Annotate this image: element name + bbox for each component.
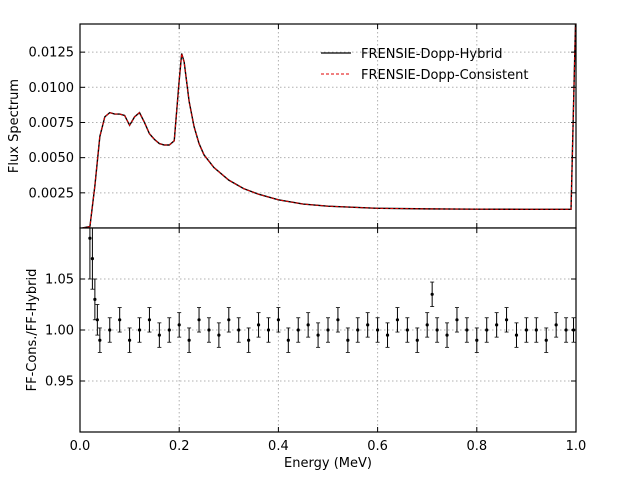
- bottom-y-tick-label: 0.95: [45, 375, 74, 390]
- ratio-point: [455, 318, 459, 322]
- bottom-y-tick-label: 1.05: [45, 273, 74, 288]
- ratio-point: [445, 333, 449, 337]
- ratio-point: [316, 333, 320, 337]
- ratio-point: [177, 323, 181, 327]
- ratio-point: [405, 328, 409, 332]
- top-panel: 0.0025 0.0050 0.0075 0.0100 0.0125 Flux Spec…: [7, 23, 577, 229]
- ratio-point: [286, 338, 290, 342]
- ratio-point: [167, 328, 171, 332]
- ratio-point: [118, 318, 122, 322]
- top-y-tick-label: 0.0100: [29, 81, 75, 96]
- ratio-point: [385, 333, 390, 337]
- ratio-point: [514, 333, 519, 337]
- ratio-point: [276, 318, 280, 322]
- ratio-point: [197, 318, 201, 322]
- legend-label-hybrid: FRENSIE-Dopp-Hybrid: [361, 47, 503, 62]
- top-y-axis-label: Flux Spectrum: [7, 79, 22, 173]
- ratio-point: [128, 338, 132, 342]
- ratio-point: [534, 328, 538, 332]
- ratio-point: [346, 338, 350, 342]
- ratio-point: [425, 323, 429, 327]
- ratio-point: [237, 328, 241, 332]
- bottom-y-ticks: 0.95 1.00 1.05: [45, 273, 576, 390]
- top-plot-area: [80, 24, 576, 228]
- ratio-point: [415, 338, 419, 342]
- bottom-x-tick-label: 0.0: [70, 439, 91, 454]
- ratio-point: [475, 338, 479, 342]
- top-y-tick-label: 0.0050: [29, 151, 75, 166]
- legend: FRENSIE-Dopp-Hybrid FRENSIE-Dopp-Consist…: [321, 47, 528, 83]
- ratio-point: [296, 328, 300, 332]
- ratio-point: [187, 338, 191, 342]
- ratio-point: [157, 333, 161, 337]
- bottom-y-tick-label: 1.00: [45, 324, 74, 339]
- ratio-point: [336, 318, 340, 322]
- ratio-point: [465, 328, 469, 332]
- ratio-point: [207, 328, 211, 332]
- ratio-point: [504, 318, 509, 322]
- ratio-point: [217, 333, 221, 337]
- bottom-x-tick-label: 0.6: [367, 439, 388, 454]
- bottom-x-tick-label: 0.2: [169, 439, 190, 454]
- top-y-tick-label: 0.0125: [29, 46, 75, 61]
- ratio-point: [356, 328, 360, 332]
- bottom-series-group: [87, 227, 576, 353]
- bottom-x-ticks: 0.0 0.2 0.4 0.6 0.8 1.0: [70, 228, 587, 454]
- ratio-point: [266, 328, 271, 332]
- ratio-point: [485, 328, 489, 332]
- bottom-x-tick-label: 0.8: [466, 439, 487, 454]
- bottom-x-tick-label: 0.4: [268, 439, 289, 454]
- bottom-panel: 0.95 1.00 1.05 0.0 0.2 0.4 0.6 0.8 1.0 FF-Cons.…: [25, 227, 587, 471]
- ratio-point: [93, 297, 97, 301]
- series-line-consistent: [82, 23, 576, 229]
- bottom-x-tick-label: 1.0: [566, 439, 587, 454]
- x-axis-label: Energy (MeV): [284, 456, 372, 471]
- ratio-point: [524, 328, 529, 332]
- ratio-point: [90, 257, 94, 261]
- ratio-point: [554, 323, 558, 327]
- ratio-point: [95, 318, 99, 322]
- top-y-tick-label: 0.0025: [29, 186, 75, 201]
- top-y-tick-label: 0.0075: [29, 116, 75, 131]
- ratio-point: [544, 338, 548, 342]
- top-y-ticks: 0.0025 0.0050 0.0075 0.0100 0.0125: [29, 24, 577, 228]
- ratio-point: [137, 328, 142, 332]
- top-grid: [80, 24, 576, 228]
- ratio-point: [247, 338, 251, 342]
- ratio-point: [108, 328, 112, 332]
- bottom-y-axis-label: FF-Cons./FF-Hybrid: [25, 269, 40, 392]
- ratio-point: [88, 236, 92, 240]
- ratio-point: [495, 323, 499, 327]
- ratio-point: [430, 292, 434, 296]
- ratio-point: [395, 318, 400, 322]
- ratio-point: [256, 323, 261, 327]
- ratio-point: [306, 323, 310, 327]
- ratio-point: [326, 328, 330, 332]
- ratio-point: [227, 318, 231, 322]
- ratio-point: [376, 328, 380, 332]
- ratio-point: [564, 328, 568, 332]
- ratio-point: [366, 323, 370, 327]
- top-series-group: [82, 23, 577, 229]
- ratio-point: [435, 328, 439, 332]
- legend-label-consistent: FRENSIE-Dopp-Consistent: [361, 68, 528, 83]
- ratio-point: [147, 318, 152, 322]
- ratio-point: [98, 338, 102, 342]
